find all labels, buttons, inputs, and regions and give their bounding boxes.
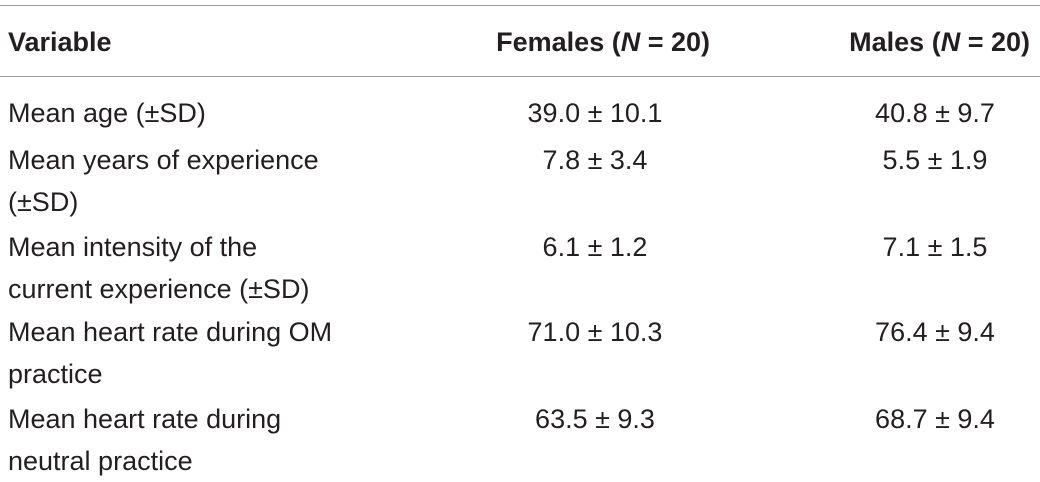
row-variable: Mean intensity of the current experience… — [8, 232, 310, 304]
row-variable: Mean years of experience (±SD) — [8, 145, 319, 217]
row-females-value: 6.1 ± 1.2 — [542, 232, 648, 262]
row-males-value: 5.5 ± 1.9 — [882, 145, 988, 175]
row-females-value: 63.5 ± 9.3 — [535, 404, 655, 434]
table-header-row: Variable Females (N = 20) Males (N = 20) — [0, 22, 1040, 62]
row-males-value: 40.8 ± 9.7 — [875, 98, 995, 128]
row-females-value: 7.8 ± 3.4 — [542, 145, 648, 175]
row-females-value: 71.0 ± 10.3 — [527, 317, 663, 347]
row-variable: Mean age (±SD) — [8, 98, 206, 128]
row-males-value: 76.4 ± 9.4 — [875, 317, 995, 347]
row-males-value: 7.1 ± 1.5 — [882, 232, 988, 262]
row-males-value: 68.7 ± 9.4 — [875, 404, 995, 434]
table-header-rule — [0, 76, 1040, 77]
header-variable: Variable — [8, 27, 112, 57]
header-males: Males (N = 20) — [849, 27, 1030, 57]
header-females: Females (N = 20) — [496, 27, 710, 57]
row-variable: Mean heart rate during OM practice — [8, 317, 333, 389]
row-females-value: 39.0 ± 10.1 — [527, 98, 663, 128]
row-variable: Mean heart rate during neutral practice — [8, 404, 282, 476]
table-top-rule — [0, 5, 1040, 6]
